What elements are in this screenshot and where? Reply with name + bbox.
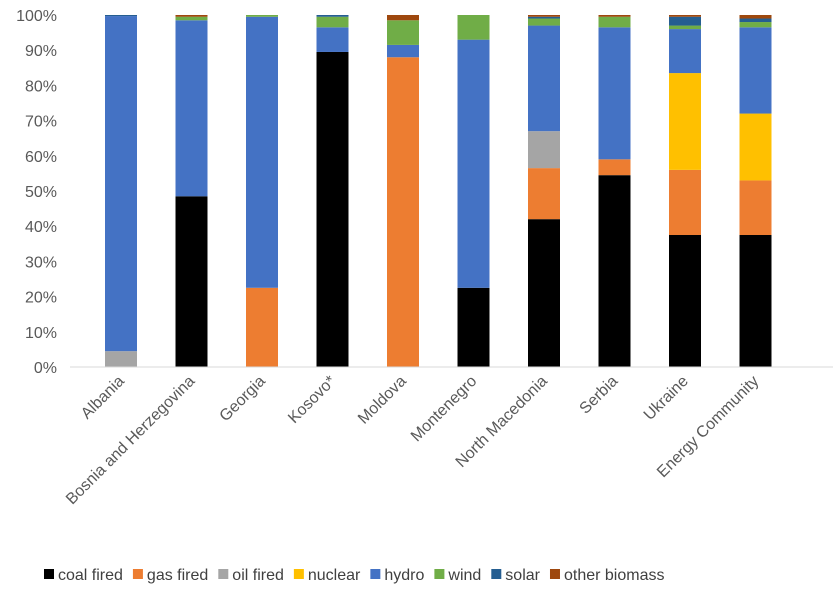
- bar-segment-coal-fired-7: [598, 175, 631, 367]
- bar-segment-other-biomass-9: [739, 15, 772, 19]
- bar-segment-coal-fired-3: [316, 51, 349, 368]
- bar-segment-wind-1: [175, 16, 208, 21]
- y-tick-label: 100%: [16, 8, 57, 25]
- legend-label-wind: wind: [447, 567, 481, 584]
- bar-segment-wind-4: [387, 20, 419, 45]
- bar-segment-other-biomass-1: [175, 15, 208, 17]
- bar-segment-wind-9: [739, 22, 772, 28]
- legend-swatch-gas-fired: [132, 569, 143, 579]
- legend-label-hydro: hydro: [384, 567, 424, 584]
- bar-segment-wind-2: [246, 15, 278, 17]
- bar-segment-wind-6: [528, 18, 560, 26]
- bar-segment-wind-7: [598, 16, 631, 28]
- bar-segment-other-biomass-6: [528, 15, 560, 17]
- legend-swatch-hydro: [370, 569, 381, 579]
- bar-segment-hydro-4: [387, 44, 419, 58]
- bar-segment-hydro-2: [246, 16, 278, 288]
- bar-segment-solar-9: [739, 18, 772, 23]
- legend-label-coal-fired: coal fired: [58, 567, 123, 584]
- bar-segment-other-biomass-8: [669, 15, 701, 17]
- bar-segment-hydro-0: [105, 16, 137, 352]
- legend-swatch-coal-fired: [44, 569, 54, 579]
- legend-label-oil-fired: oil fired: [232, 567, 284, 584]
- bar-segment-solar-0: [105, 15, 137, 17]
- x-tick-label: Ukraine: [641, 373, 692, 424]
- bar-segment-coal-fired-9: [739, 235, 772, 367]
- legend-swatch-wind: [434, 569, 445, 579]
- x-tick-label: Serbia: [577, 373, 622, 418]
- x-tick-label: Montenegro: [408, 373, 480, 445]
- bar-segment-hydro-8: [669, 29, 701, 74]
- bar-segment-hydro-6: [528, 25, 560, 132]
- bar-segment-hydro-7: [598, 27, 631, 160]
- y-tick-label: 90%: [25, 43, 57, 60]
- bar-segment-gas-fired-8: [669, 169, 701, 235]
- legend-label-gas-fired: gas fired: [147, 567, 208, 584]
- y-tick-label: 50%: [25, 184, 57, 201]
- bar-segment-coal-fired-5: [457, 287, 490, 367]
- y-tick-label: 10%: [25, 325, 57, 342]
- y-axis-ticks: 0% 10% 20% 30% 40% 50% 60% 70% 80% 90% 100%: [16, 8, 57, 377]
- bar-segment-nuclear-9: [739, 113, 772, 181]
- x-tick-label: Kosovo*: [285, 373, 339, 427]
- bar-segment-oil-fired-0: [105, 351, 137, 367]
- bar-segment-gas-fired-4: [387, 57, 419, 368]
- y-tick-label: 40%: [25, 219, 57, 236]
- y-tick-label: 60%: [25, 149, 57, 166]
- legend-label-other-biomass: other biomass: [564, 567, 665, 584]
- y-tick-label: 70%: [25, 114, 57, 131]
- bar-segment-wind-8: [669, 25, 701, 30]
- legend-label-solar: solar: [505, 567, 540, 584]
- bar-segment-hydro-5: [457, 39, 490, 288]
- bar-segment-coal-fired-6: [528, 219, 560, 367]
- bar-segment-other-biomass-7: [598, 15, 631, 17]
- bar-segment-coal-fired-1: [175, 196, 208, 367]
- bars-layer: [105, 15, 772, 368]
- y-tick-label: 80%: [25, 78, 57, 95]
- legend-swatch-other-biomass: [549, 569, 560, 579]
- bar-segment-gas-fired-6: [528, 168, 560, 220]
- x-tick-label: Albania: [78, 373, 128, 423]
- legend-swatch-nuclear: [293, 569, 304, 579]
- bar-segment-gas-fired-2: [246, 287, 278, 367]
- legend: coal fired gas fired oil fired nuclear hydro…: [44, 567, 664, 584]
- y-tick-label: 0%: [34, 360, 57, 377]
- bar-segment-other-biomass-4: [387, 15, 419, 21]
- bar-segment-solar-8: [669, 16, 701, 26]
- bar-segment-wind-5: [457, 15, 490, 40]
- y-tick-label: 30%: [25, 254, 57, 271]
- bar-segment-coal-fired-8: [669, 235, 701, 367]
- bar-segment-solar-3: [316, 15, 349, 17]
- legend-swatch-solar: [491, 569, 502, 579]
- bar-segment-gas-fired-9: [739, 180, 772, 235]
- legend-swatch-oil-fired: [218, 569, 229, 579]
- bar-segment-wind-3: [316, 16, 349, 28]
- bar-segment-hydro-9: [739, 27, 772, 114]
- y-tick-label: 20%: [25, 290, 57, 307]
- bar-segment-oil-fired-6: [528, 131, 560, 169]
- x-tick-label: Georgia: [217, 373, 269, 425]
- bar-segment-solar-6: [528, 16, 560, 19]
- bar-segment-gas-fired-7: [598, 159, 631, 176]
- bar-segment-nuclear-8: [669, 73, 701, 170]
- legend-label-nuclear: nuclear: [308, 567, 361, 584]
- x-tick-label: Bosnia and Herzegovina: [63, 373, 198, 508]
- bar-segment-hydro-3: [316, 27, 349, 52]
- bar-segment-hydro-1: [175, 20, 208, 197]
- x-tick-label: Moldova: [355, 373, 410, 428]
